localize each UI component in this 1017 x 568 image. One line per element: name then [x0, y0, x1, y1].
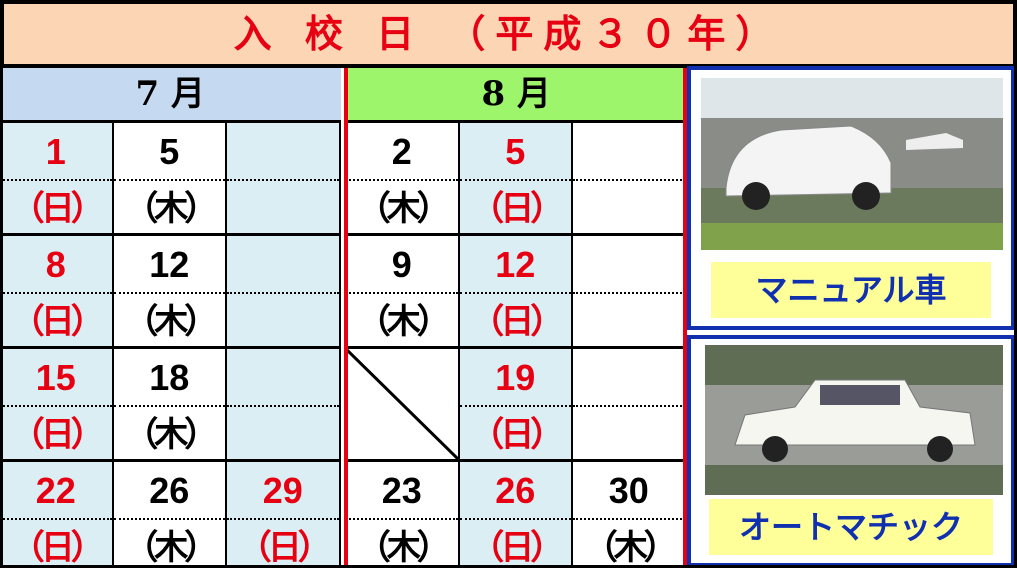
- divider: [459, 518, 571, 520]
- day: 19: [495, 357, 536, 398]
- divider: [573, 292, 685, 294]
- weekday: （木）: [124, 302, 218, 342]
- empty-cell: [344, 347, 460, 462]
- day: 23: [381, 470, 422, 511]
- divider: [113, 292, 225, 294]
- divider: [0, 292, 112, 294]
- weekday: （木）: [124, 415, 218, 455]
- date-cell: 26 （木）: [113, 462, 227, 568]
- weekday: （木）: [124, 528, 218, 568]
- day: 12: [149, 244, 190, 285]
- day: 5: [505, 131, 526, 172]
- divider: [0, 179, 112, 181]
- month-header: 8 月: [346, 68, 687, 123]
- divider: [459, 405, 571, 407]
- date-cell: 22 （日）: [0, 462, 114, 568]
- weekday: （日）: [237, 528, 332, 568]
- divider: [573, 179, 685, 181]
- weekday: （日）: [10, 528, 105, 568]
- car-photo: [705, 345, 1003, 495]
- divider: [346, 179, 458, 181]
- date-cell: 26 （日）: [459, 462, 573, 568]
- day: 18: [149, 357, 190, 398]
- empty-cell: [573, 123, 687, 236]
- day: 26: [149, 470, 190, 511]
- weekday: （木）: [356, 302, 451, 342]
- divider: [459, 292, 571, 294]
- divider: [573, 518, 685, 520]
- weekday: （日）: [10, 189, 105, 229]
- weekday: （日）: [470, 302, 564, 342]
- date-cell: 1 （日）: [0, 123, 114, 236]
- divider: [573, 405, 685, 407]
- day: 29: [262, 470, 303, 511]
- divider: [227, 292, 339, 294]
- day: 26: [495, 470, 536, 511]
- date-cell: 19 （日）: [459, 349, 573, 462]
- divider: [113, 179, 225, 181]
- month-header: 7 月: [0, 68, 341, 123]
- divider: [113, 405, 225, 407]
- date-cell: 5 （日）: [459, 123, 573, 236]
- date-cell: 9 （木）: [346, 236, 460, 349]
- month-separator: [344, 68, 348, 568]
- empty-cell: [227, 236, 341, 349]
- date-cell: 12 （木）: [113, 236, 227, 349]
- automatic-panel: オートマチック: [687, 335, 1015, 567]
- weekday: （木）: [356, 189, 451, 229]
- date-cell: 5 （木）: [113, 123, 227, 236]
- day: 22: [35, 470, 76, 511]
- title: 入 校 日 （平成３０年）: [0, 0, 1017, 68]
- day: 5: [159, 131, 180, 172]
- date-cell: 23 （木）: [346, 462, 460, 568]
- weekday: （木）: [583, 528, 678, 568]
- day: 8: [45, 244, 66, 285]
- date-cell: 29 （日）: [227, 462, 341, 568]
- divider: [113, 518, 225, 520]
- empty-cell: [573, 349, 687, 462]
- car-label: オートマチック: [709, 499, 993, 555]
- manual-panel: マニュアル車: [687, 66, 1015, 330]
- weekday: （日）: [470, 528, 564, 568]
- car-photo: [701, 78, 1003, 250]
- empty-cell: [227, 349, 341, 462]
- day: 15: [35, 357, 76, 398]
- date-cell: 12 （日）: [459, 236, 573, 349]
- day: 2: [391, 131, 412, 172]
- divider: [459, 179, 571, 181]
- date-cell: 8 （日）: [0, 236, 114, 349]
- divider: [346, 292, 458, 294]
- divider: [227, 179, 339, 181]
- weekday: （木）: [356, 528, 451, 568]
- weekday: （日）: [10, 302, 105, 342]
- day: 12: [495, 244, 536, 285]
- date-cell: 30 （木）: [573, 462, 687, 568]
- divider: [227, 518, 339, 520]
- divider: [0, 518, 112, 520]
- empty-cell: [573, 236, 687, 349]
- weekday: （日）: [470, 415, 564, 455]
- date-cell: 18 （木）: [113, 349, 227, 462]
- divider: [227, 405, 339, 407]
- day: 9: [391, 244, 412, 285]
- weekday: （日）: [470, 189, 564, 229]
- car-label: マニュアル車: [711, 262, 991, 318]
- date-cell: 15 （日）: [0, 349, 114, 462]
- day: 30: [608, 470, 649, 511]
- month-separator: [683, 68, 687, 568]
- divider: [346, 518, 458, 520]
- day: 1: [45, 131, 66, 172]
- weekday: （木）: [124, 189, 218, 229]
- date-cell: 2 （木）: [346, 123, 460, 236]
- divider: [0, 405, 112, 407]
- weekday: （日）: [10, 415, 105, 455]
- diagonal: [344, 347, 460, 461]
- empty-cell: [227, 123, 341, 236]
